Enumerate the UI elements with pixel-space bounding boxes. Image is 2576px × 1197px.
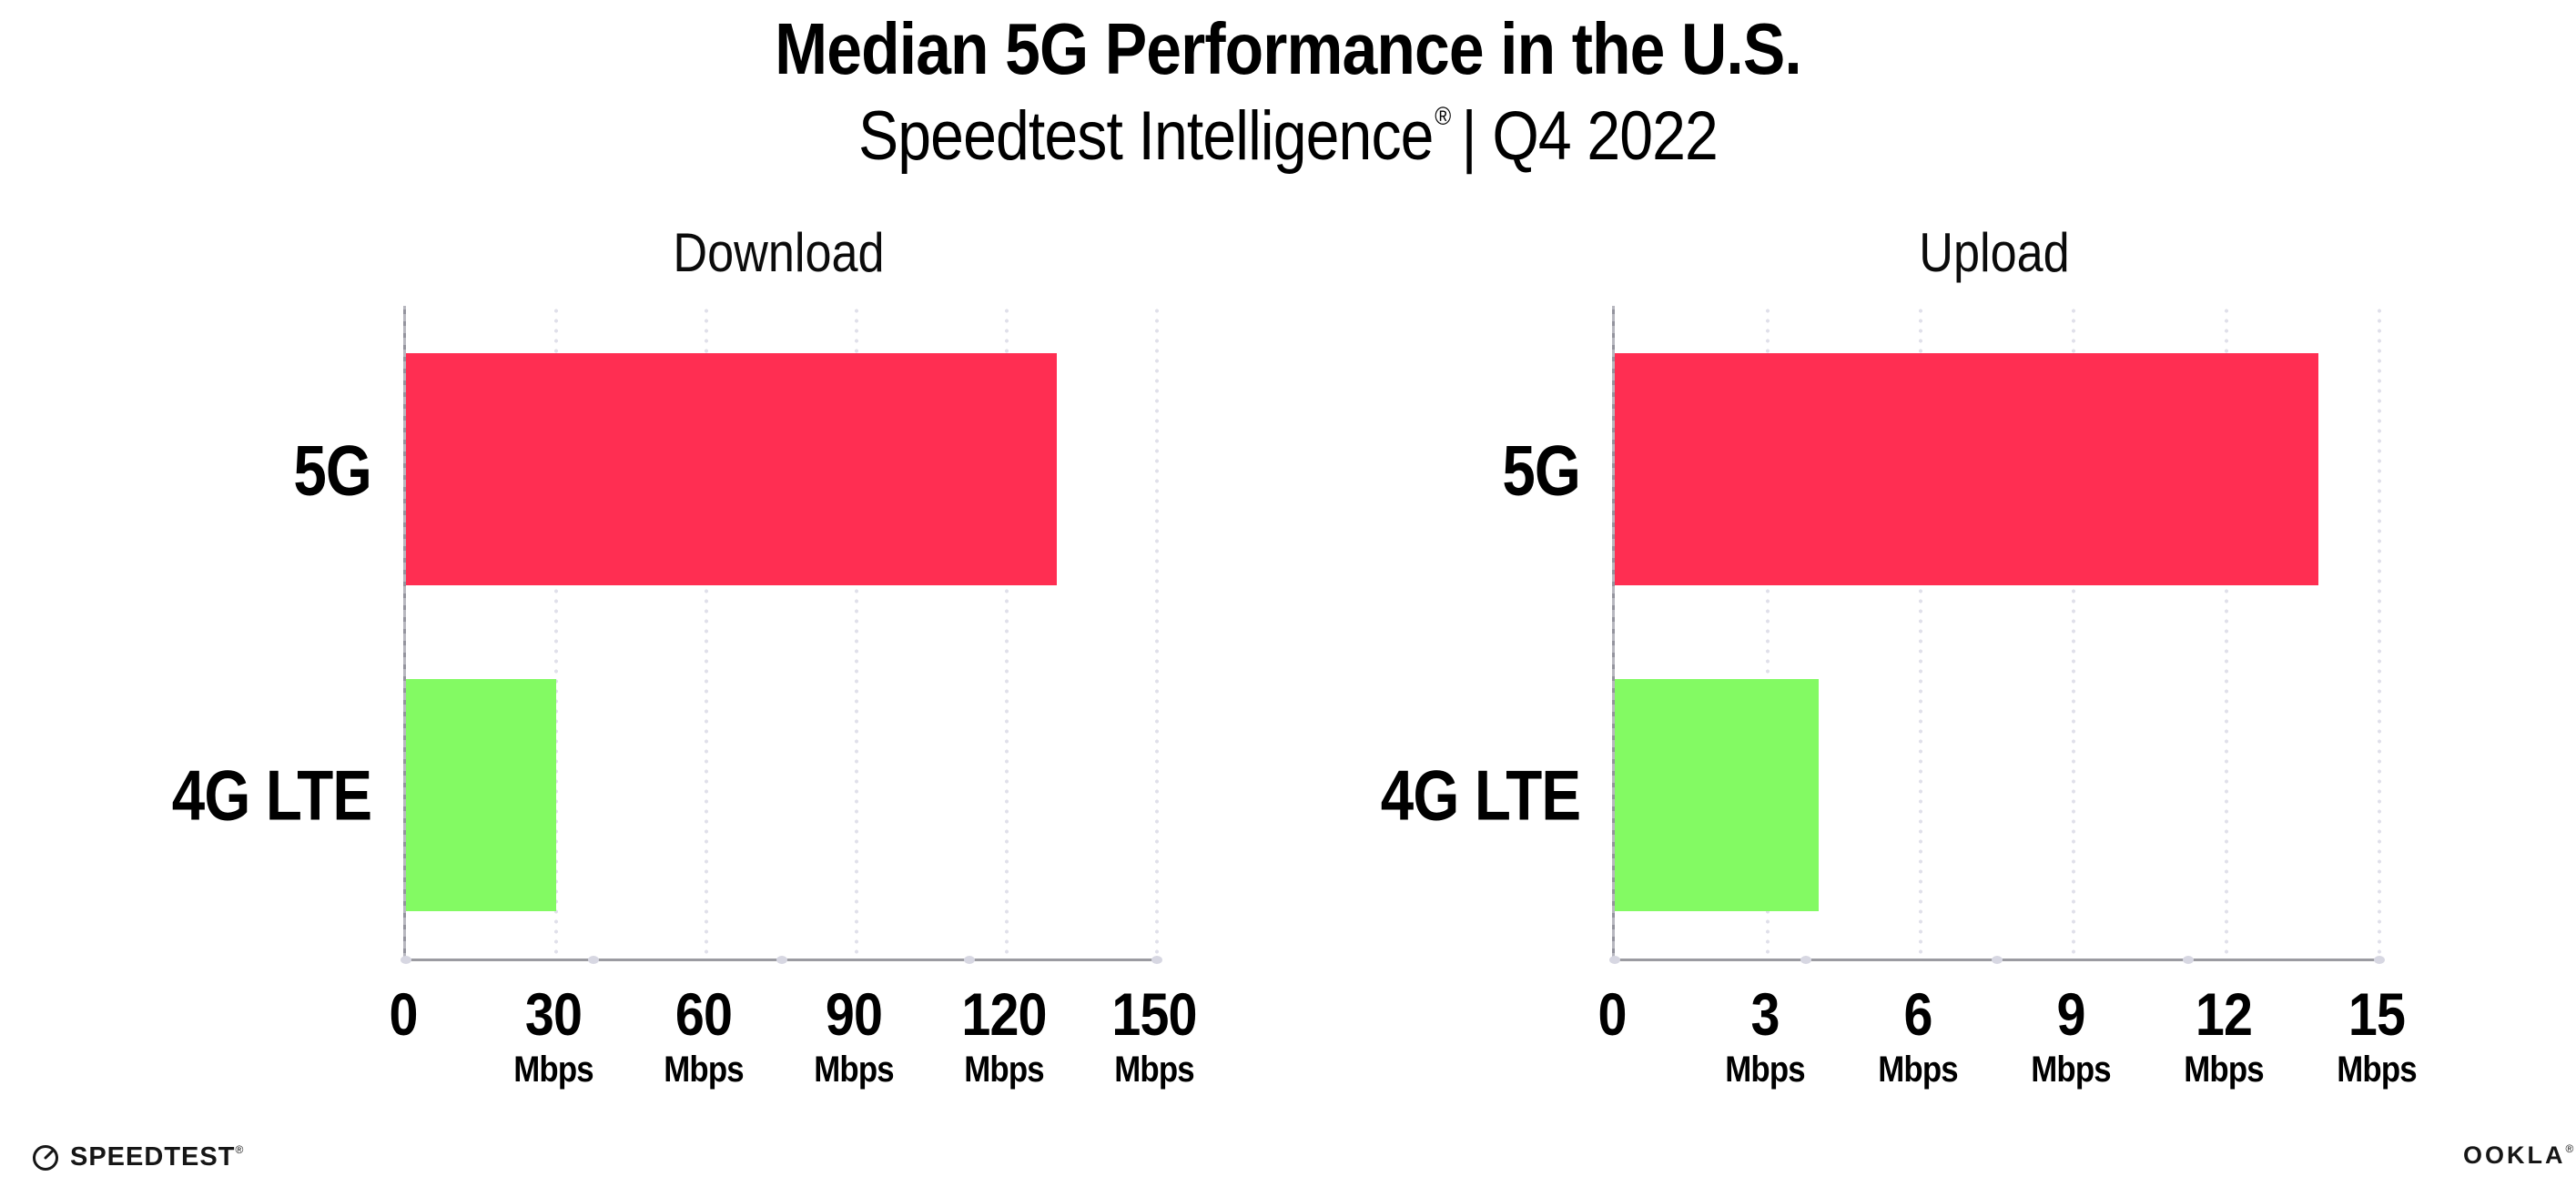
gridline-60 [705, 306, 708, 959]
figure-subtitle: Speedtest Intelligence® | Q4 2022 [167, 95, 2409, 178]
x-tick-value: 12 [2195, 980, 2253, 1048]
axis-tick-dot [963, 956, 975, 964]
subtitle-brand: Speedtest Intelligence [858, 97, 1434, 175]
speedtest-logo-text: SPEEDTEST [70, 1141, 236, 1172]
x-tick-15: 15 Mbps [2331, 981, 2422, 1090]
bar-5g-upload [1615, 352, 2318, 585]
axis-tick-dot [588, 956, 600, 964]
gridline-3 [1766, 306, 1770, 959]
x-tick-unit: Mbps [2184, 1049, 2264, 1090]
x-tick-unit: Mbps [2337, 1049, 2417, 1090]
upload-y-axis-labels: 5G 4G LTE [1293, 306, 1581, 959]
x-tick-60: 60 Mbps [658, 981, 749, 1090]
download-x-axis-ticks: 0 30 Mbps 60 Mbps 90 Mbps 120 Mbps 150 Mbps [389, 981, 1197, 1100]
subtitle-period: | Q4 2022 [1461, 97, 1719, 175]
upload-plot-area [1609, 306, 2385, 964]
x-tick-value: 60 [674, 980, 733, 1048]
x-tick-12: 12 Mbps [2178, 981, 2269, 1090]
x-tick-unit: Mbps [513, 1049, 593, 1090]
axis-tick-dot [1800, 956, 1811, 964]
x-tick-value: 30 [524, 980, 583, 1048]
x-tick-0: 0 [1596, 981, 1628, 1048]
axis-tick-dot [401, 956, 411, 964]
speedtest-trademark: ® [235, 1143, 244, 1156]
x-tick-unit: Mbps [664, 1049, 744, 1090]
x-tick-value: 0 [1597, 980, 1627, 1048]
chart-title-upload: Upload [1919, 222, 2070, 283]
registered-mark: ® [1435, 102, 1451, 130]
x-tick-value: 120 [961, 980, 1047, 1048]
x-tick-150: 150 Mbps [1105, 981, 1202, 1090]
x-tick-9: 9 Mbps [2025, 981, 2116, 1090]
x-tick-value: 0 [389, 980, 418, 1048]
x-tick-value: 6 [1903, 980, 1932, 1048]
gridline-9 [2072, 306, 2075, 959]
upload-x-axis-ticks: 0 3 Mbps 6 Mbps 9 Mbps 12 Mbps 15 Mbps [1597, 981, 2417, 1100]
x-tick-unit: Mbps [1114, 1049, 1194, 1090]
axis-tick-dot [776, 956, 787, 964]
bar-4g-lte-download [406, 679, 556, 912]
gridline-15 [2378, 306, 2381, 959]
chart-title-download: Download [673, 222, 885, 283]
gridline-30 [554, 306, 558, 959]
y-axis-label-5g: 5G [1502, 430, 1581, 511]
bar-4g-lte-upload [1615, 679, 1819, 912]
axis-tick-dot [2183, 956, 2194, 964]
speedtest-gauge-icon [33, 1145, 58, 1171]
gridline-6 [1919, 306, 1922, 959]
x-tick-120: 120 Mbps [955, 981, 1052, 1090]
gridline-150 [1155, 306, 1159, 959]
axis-tick-dot [2374, 956, 2385, 964]
x-tick-0: 0 [387, 981, 420, 1048]
ookla-logo: OOKLA ® [2463, 1141, 2573, 1170]
x-tick-unit: Mbps [964, 1049, 1044, 1090]
axis-tick-dot [1992, 956, 2003, 964]
ookla-logo-text: OOKLA [2463, 1141, 2566, 1169]
x-tick-value: 90 [825, 980, 883, 1048]
y-axis-label-4g-lte: 4G LTE [171, 755, 372, 836]
x-tick-3: 3 Mbps [1719, 981, 1810, 1090]
x-tick-value: 150 [1111, 980, 1197, 1048]
bar-5g-download [406, 352, 1057, 585]
x-tick-value: 15 [2348, 980, 2406, 1048]
x-tick-value: 9 [2056, 980, 2085, 1048]
download-y-axis-labels: 5G 4G LTE [82, 306, 372, 959]
download-plot-area [401, 306, 1162, 964]
x-tick-6: 6 Mbps [1872, 981, 1963, 1090]
x-tick-value: 3 [1750, 980, 1780, 1048]
x-tick-unit: Mbps [1725, 1049, 1805, 1090]
x-tick-unit: Mbps [1878, 1049, 1958, 1090]
x-tick-unit: Mbps [814, 1049, 894, 1090]
figure-title: Median 5G Performance in the U.S. [775, 8, 1802, 89]
y-axis-label-4g-lte: 4G LTE [1380, 755, 1581, 836]
speedtest-logo: SPEEDTEST ® [30, 1141, 243, 1172]
gridline-12 [2225, 306, 2228, 959]
axis-tick-dot [1151, 956, 1162, 964]
x-tick-30: 30 Mbps [508, 981, 599, 1090]
x-tick-unit: Mbps [2031, 1049, 2111, 1090]
ookla-trademark: ® [2565, 1141, 2574, 1155]
y-axis-label-5g: 5G [293, 430, 372, 511]
gridline-90 [855, 306, 858, 959]
gridline-120 [1005, 306, 1009, 959]
axis-tick-dot [1609, 956, 1620, 964]
x-tick-90: 90 Mbps [808, 981, 899, 1090]
